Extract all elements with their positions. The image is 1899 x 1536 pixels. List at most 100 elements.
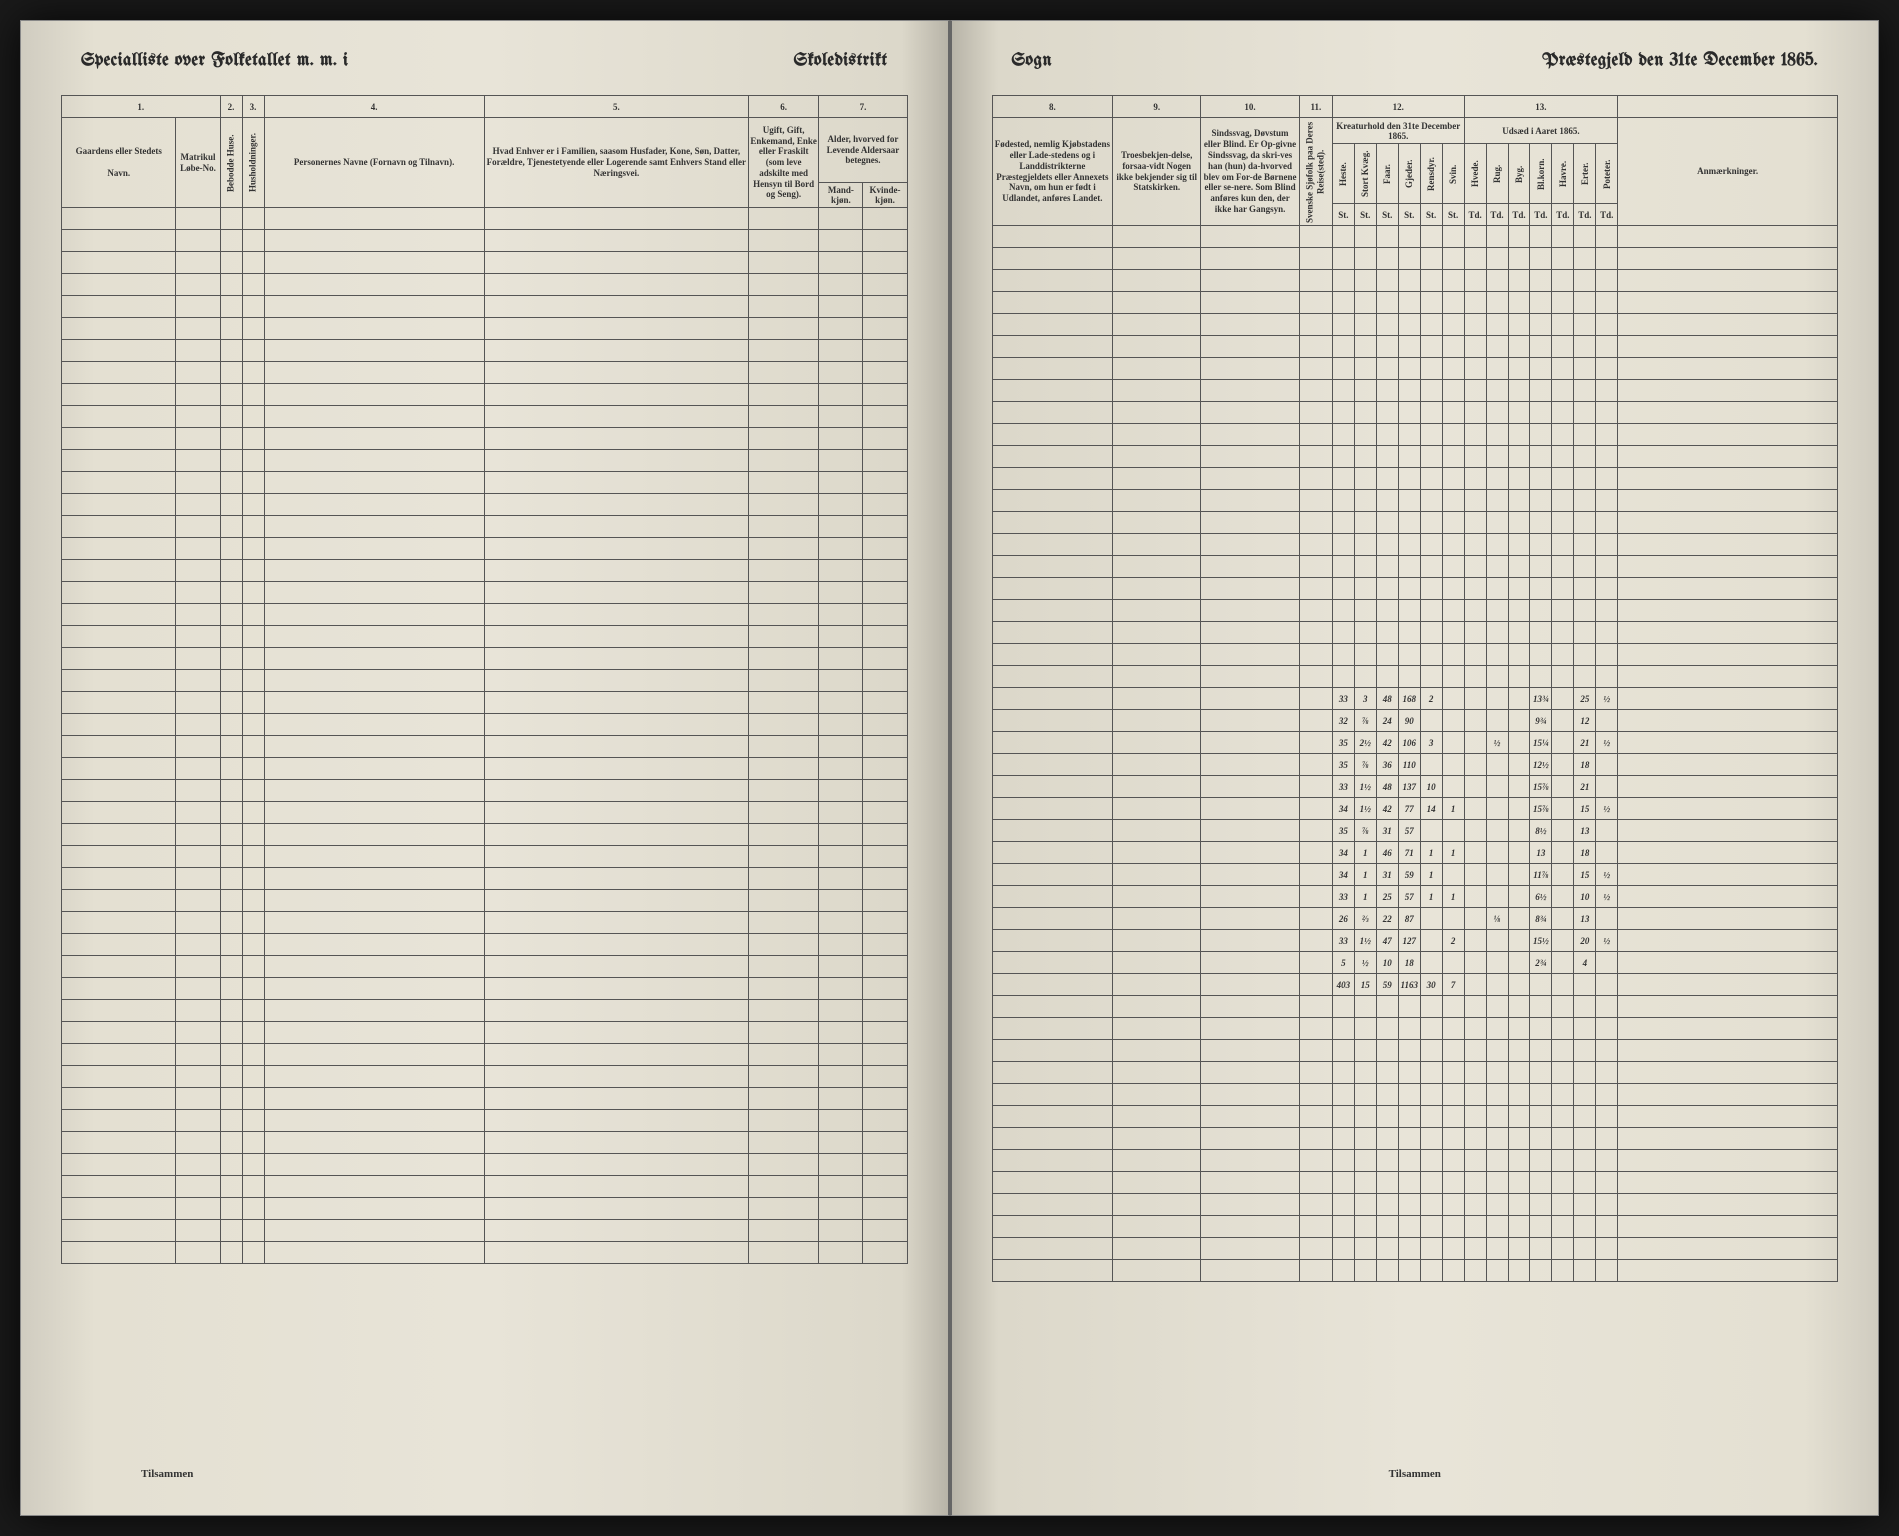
left-footer: Tilsammen xyxy=(141,1468,193,1480)
cell-value: 3 xyxy=(1420,732,1442,754)
table-row xyxy=(62,406,908,428)
unit-st-5: St. xyxy=(1442,204,1464,226)
col-3: 3. xyxy=(242,96,264,118)
table-row xyxy=(62,428,908,450)
subcol-6: Hvede. xyxy=(1464,144,1486,204)
table-row xyxy=(992,1216,1838,1238)
remarks-head: Anmærkninger. xyxy=(1618,118,1838,226)
table-row: 341½427714115⅞15½ xyxy=(992,798,1838,820)
cell-value: ½ xyxy=(1596,930,1618,952)
cell-value: 34 xyxy=(1332,798,1354,820)
left-title-2: Skoledistrikt xyxy=(794,51,888,70)
table-row xyxy=(62,1220,908,1242)
cell-value: 1 xyxy=(1420,886,1442,908)
subcol-7: Rug. xyxy=(1486,144,1508,204)
table-row: 35⅞3611012½18 xyxy=(992,754,1838,776)
cell-value: 24 xyxy=(1376,710,1398,732)
table-row xyxy=(62,758,908,780)
cell-value: 15 xyxy=(1574,864,1596,886)
col-12: 12. xyxy=(1332,96,1464,118)
table-row xyxy=(992,1172,1838,1194)
table-row xyxy=(62,648,908,670)
cell-value: 15⅞ xyxy=(1530,798,1552,820)
cell-value: 1 xyxy=(1420,842,1442,864)
table-row xyxy=(62,934,908,956)
cell-value: 7 xyxy=(1442,974,1464,996)
cell-value: 15½ xyxy=(1530,930,1552,952)
cell-value: 2 xyxy=(1420,688,1442,710)
cell-value: 1 xyxy=(1442,842,1464,864)
table-row: 352½421063½15¼21½ xyxy=(992,732,1838,754)
unit-st-0: St. xyxy=(1332,204,1354,226)
cell-value: 2½ xyxy=(1354,732,1376,754)
table-row xyxy=(62,516,908,538)
unit-st-3: St. xyxy=(1398,204,1420,226)
table-row: 32⅞24909¾12 xyxy=(992,710,1838,732)
table-row xyxy=(992,270,1838,292)
table-row xyxy=(62,1088,908,1110)
h11: Svenske Sjøfolk paa Deres Reise(sted). xyxy=(1299,118,1332,226)
table-row: 331½47127215½20½ xyxy=(992,930,1838,952)
cell-value: 25 xyxy=(1574,688,1596,710)
cell-value: 77 xyxy=(1398,798,1420,820)
table-row xyxy=(62,472,908,494)
table-row xyxy=(62,1154,908,1176)
cell-value: 1 xyxy=(1354,842,1376,864)
table-row xyxy=(992,402,1838,424)
table-row: 5½10182¾4 xyxy=(992,952,1838,974)
cell-value: 87 xyxy=(1398,908,1420,930)
cell-value: 1 xyxy=(1354,864,1376,886)
table-row xyxy=(992,512,1838,534)
cell-value: 1 xyxy=(1354,886,1376,908)
table-row xyxy=(992,534,1838,556)
cell-value: 57 xyxy=(1398,886,1420,908)
col-4: 4. xyxy=(264,96,484,118)
cell-value: 90 xyxy=(1398,710,1420,732)
cell-value: 1½ xyxy=(1354,798,1376,820)
cell-value: ⅞ xyxy=(1354,754,1376,776)
table-row xyxy=(992,468,1838,490)
table-row xyxy=(992,1128,1838,1150)
col-9: 9. xyxy=(1113,96,1201,118)
h7b: Mand-kjøn. xyxy=(819,183,863,208)
cell-value: 20 xyxy=(1574,930,1596,952)
cell-value: 110 xyxy=(1398,754,1420,776)
h9: Troesbekjen-delse, forsaa-vidt Nogen ikk… xyxy=(1113,118,1201,226)
table-row xyxy=(992,1084,1838,1106)
cell-value: 3 xyxy=(1354,688,1376,710)
cell-value: 13¾ xyxy=(1530,688,1552,710)
table-row xyxy=(62,670,908,692)
col-5: 5. xyxy=(484,96,748,118)
col-7: 7. xyxy=(819,96,907,118)
cell-value: ½ xyxy=(1486,732,1508,754)
table-row xyxy=(992,1194,1838,1216)
cell-value: 71 xyxy=(1398,842,1420,864)
cell-value: 13 xyxy=(1530,842,1552,864)
cell-value: ½ xyxy=(1596,732,1618,754)
table-row xyxy=(992,666,1838,688)
right-header: Sogn Præstegjeld den 31te December 1865. xyxy=(992,51,1839,70)
unit-td-2: Td. xyxy=(1508,204,1530,226)
table-row xyxy=(992,490,1838,512)
unit-td-0: Td. xyxy=(1464,204,1486,226)
col-10: 10. xyxy=(1201,96,1300,118)
left-table: 1. 2. 3. 4. 5. 6. 7. Gaardens eller Sted… xyxy=(61,95,908,1264)
h8: Fødested, nemlig Kjøbstadens eller Lade-… xyxy=(992,118,1113,226)
cell-value: ⅔ xyxy=(1354,908,1376,930)
table-row: 33348168213¾25½ xyxy=(992,688,1838,710)
cell-value: 21 xyxy=(1574,776,1596,798)
table-row xyxy=(992,996,1838,1018)
table-row xyxy=(62,956,908,978)
table-row xyxy=(62,450,908,472)
cell-value: 14 xyxy=(1420,798,1442,820)
cell-value: 8½ xyxy=(1530,820,1552,842)
unit-td-6: Td. xyxy=(1596,204,1618,226)
unit-st-4: St. xyxy=(1420,204,1442,226)
table-row xyxy=(62,912,908,934)
col-11: 11. xyxy=(1299,96,1332,118)
subcol-0: Heste. xyxy=(1332,144,1354,204)
table-row xyxy=(992,578,1838,600)
table-row xyxy=(992,600,1838,622)
h5: Hvad Enhver er i Familien, saasom Husfad… xyxy=(484,118,748,208)
cell-value: ½ xyxy=(1596,886,1618,908)
